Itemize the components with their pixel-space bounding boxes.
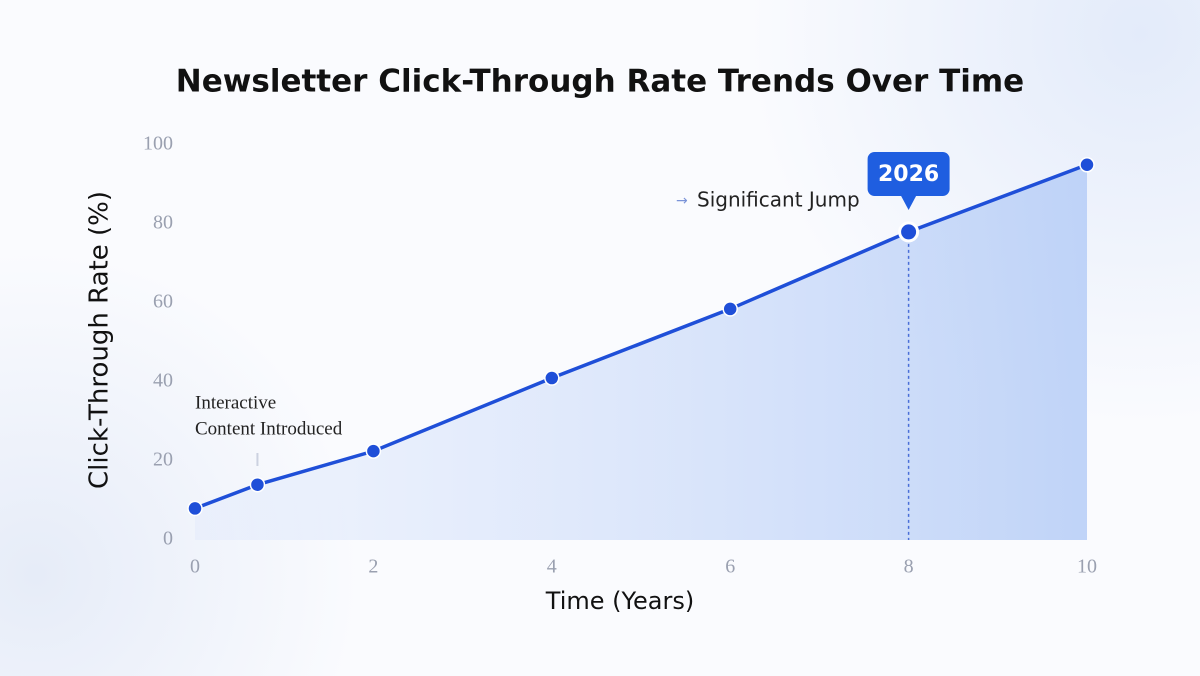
y-tick-label: 100 <box>143 133 173 155</box>
x-tick-label: 8 <box>904 556 914 578</box>
y-tick-label: 20 <box>153 449 173 471</box>
x-tick-label: 2 <box>368 556 378 578</box>
y-axis-label: Click-Through Rate (%) <box>85 191 115 489</box>
annotation: Interactive <box>195 392 276 413</box>
callout-pointer <box>900 195 917 210</box>
y-tick-label: 0 <box>163 528 173 550</box>
data-point <box>365 443 382 459</box>
data-point <box>898 221 920 243</box>
data-point <box>544 370 560 386</box>
annotation-arrow: → <box>676 193 688 209</box>
chart-title: Newsletter Click-Through Rate Trends Ove… <box>176 64 1024 100</box>
x-tick-label: 6 <box>725 556 735 578</box>
x-tick-label: 10 <box>1077 556 1097 578</box>
annotation: Significant Jump <box>697 188 860 212</box>
callout-label: 2026 <box>878 162 939 187</box>
area <box>195 164 1087 540</box>
y-tick-label: 80 <box>153 212 173 234</box>
x-tick-label: 0 <box>190 556 200 578</box>
annotation: Content Introduced <box>195 418 343 439</box>
data-point <box>722 301 738 317</box>
x-tick-label: 4 <box>547 556 557 578</box>
data-point <box>187 500 203 517</box>
data-point <box>1079 157 1095 173</box>
x-axis-label: Time (Years) <box>545 587 694 615</box>
callout-badge <box>867 152 950 196</box>
y-tick-label: 60 <box>153 291 173 313</box>
y-tick-label: 40 <box>153 370 173 392</box>
data-point <box>249 476 266 493</box>
